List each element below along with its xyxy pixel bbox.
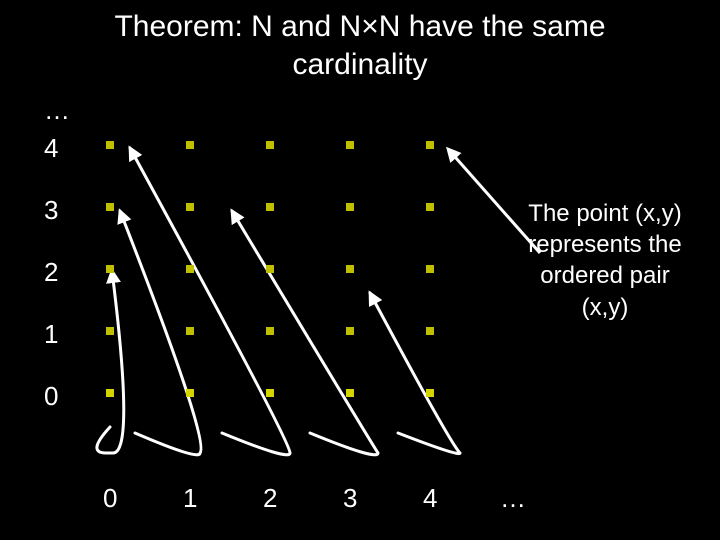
grid-dot-2-4 [266,141,274,149]
grid-dot-4-4 [426,141,434,149]
grid-dot-0-3 [106,203,114,211]
grid-dot-0-1 [106,327,114,335]
sweep-curve-0 [97,271,124,453]
grid-dot-4-2 [426,265,434,273]
sweep-curve-4 [370,293,460,454]
grid-dot-3-1 [346,327,354,335]
grid-dot-2-3 [266,203,274,211]
annotation-arrow [448,149,540,253]
grid-dot-3-2 [346,265,354,273]
grid-dot-1-0 [186,389,194,397]
grid-dot-4-3 [426,203,434,211]
diagram-svg [0,83,720,540]
grid-dot-3-0 [346,389,354,397]
title-line-2: cardinality [292,48,427,81]
grid-dot-1-3 [186,203,194,211]
grid-dot-3-4 [346,141,354,149]
grid-dot-1-4 [186,141,194,149]
grid-dot-2-1 [266,327,274,335]
grid-dot-1-1 [186,327,194,335]
grid-dot-0-2 [106,265,114,273]
grid-dot-4-0 [426,389,434,397]
sweep-curve-3 [232,211,378,455]
diagram-stage: … 4 3 2 1 0 0 1 2 3 4 … The point (x,y) … [0,83,720,540]
grid-dot-0-0 [106,389,114,397]
title-line-1: Theorem: N and N×N have the same [114,10,605,43]
grid-dot-2-2 [266,265,274,273]
grid-dot-3-3 [346,203,354,211]
grid-dot-0-4 [106,141,114,149]
grid-dot-4-1 [426,327,434,335]
grid-dot-2-0 [266,389,274,397]
grid-dot-1-2 [186,265,194,273]
